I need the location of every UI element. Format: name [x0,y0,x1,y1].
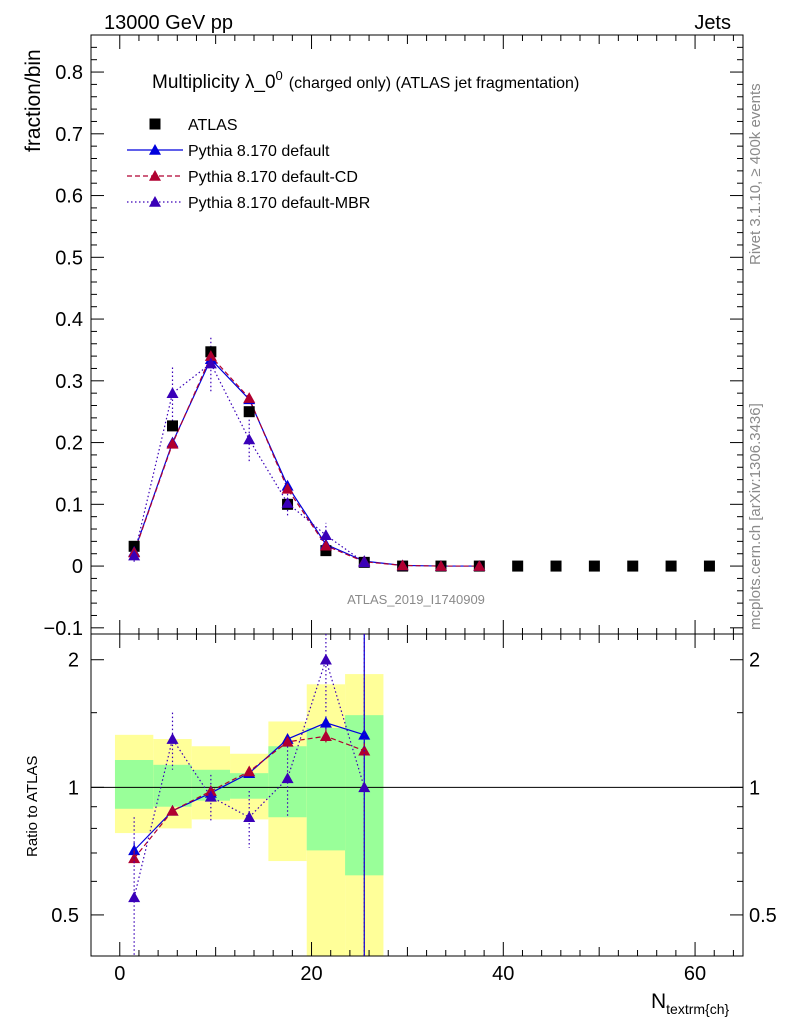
mc-point-2 [204,350,217,361]
x-tick-label: 40 [492,963,514,985]
ratio-panel: 0 20 40 60 0.5 0.5 1 1 2 2 [51,633,777,985]
ratio-ylabel: Ratio to ATLAS [24,756,41,857]
data-point-atlas [512,560,524,572]
ratio-frame [90,633,744,957]
plot-title-subtitle: (charged only) (ATLAS jet fragmentation) [289,75,580,92]
mc-point-3 [243,433,256,445]
ratio-point-2 [243,811,256,823]
y-tick-label: 0 [72,556,83,578]
data-point-atlas [320,545,332,557]
data-point-atlas [588,560,600,572]
y-tick-label: 0.4 [55,309,83,331]
header-left: 13000 GeV pp [104,12,233,34]
mc-point-3 [166,387,179,398]
ratio-point-1 [204,785,217,796]
ratio-y-tick-label: 0.5 [749,905,777,927]
legend-marker [149,196,161,207]
ratio-y-tick-label: 2 [68,650,79,672]
x-tick-label: 0 [114,963,125,985]
uncertainty-band-inner [114,760,154,809]
uncertainty-band-inner [306,728,346,851]
data-point-atlas [243,406,255,418]
ratio-point-2 [281,772,294,784]
plot-title-superscript: 0 [276,68,283,83]
ratio-point-2 [358,781,371,793]
rivet-label: Rivet 3.1.10, ≥ 400k events [747,83,764,265]
ratio-point-2 [204,790,217,802]
ratio-point-2 [166,733,179,744]
mc-point-2 [166,437,179,449]
plot-title-main: Multiplicity λ_0 [152,72,276,93]
y-tick-label: 0.7 [55,124,83,146]
ratio-point-2 [319,653,332,665]
x-axis-label-main: N [651,990,666,1013]
mc-point-2 [319,539,332,551]
legend-marker [149,144,161,155]
mc-point-3 [128,549,141,561]
mc-point-3 [358,556,371,568]
x-tick-label: 60 [684,963,706,985]
ratio-point-2 [128,891,141,903]
ratio-y-tick-label: 2 [749,650,760,672]
ratio-y-tick-label: 1 [749,777,760,799]
ratio-point-1 [243,765,256,777]
header-right: Jets [694,12,731,34]
legend-label: Pythia 8.170 default-MBR [188,195,370,212]
ratio-y-tick-label: 0.5 [51,905,79,927]
data-point-atlas [703,560,715,572]
mcplots-label: mcplots.cern.ch [arXiv:1306.3436] [747,403,764,630]
x-tick-label: 20 [300,963,322,985]
data-point-atlas [167,420,178,432]
series-line-2 [133,355,480,567]
mc-point-2 [473,560,486,571]
mc-point-3 [204,357,217,369]
mc-point-2 [281,482,294,494]
legend-label: Pythia 8.170 default-CD [188,169,358,186]
y-tick-label: −0.1 [44,618,83,640]
y-tick-label: 0.8 [55,62,83,84]
y-tick-label: 0.2 [55,433,83,455]
y-tick-label: 0.6 [55,186,83,208]
uncertainty-band-inner [153,764,192,807]
legend-marker-atlas [149,118,161,130]
series-line-1 [133,358,480,567]
mc-point-2 [434,560,447,571]
plot-title: Multiplicity λ_00 (charged only) (ATLAS j… [152,68,579,93]
y-tick-label: 0.1 [55,494,83,516]
ratio-point-1 [281,735,294,747]
data-point-atlas [550,560,562,572]
mc-point-3 [281,497,294,508]
y-tick-label: 0.3 [55,371,83,393]
main-ylabel: fraction/bin [22,49,45,152]
main-panel: −0.1 0 0.1 0.2 0.3 0.4 0.5 0.6 0.7 0.8 ATLAS Pythia… [44,34,744,640]
data-point-atlas [627,560,639,572]
mc-point-2 [396,559,409,571]
mc-point-2 [243,392,256,403]
x-axis-label-subscript: textrm{ch} [666,1001,729,1017]
ratio-point-0 [319,716,332,728]
legend-marker [149,170,161,181]
x-axis-label: Ntextrm{ch} [651,990,730,1017]
legend-label: ATLAS [188,117,238,134]
ratio-point-1 [319,730,332,742]
legend-label: Pythia 8.170 default [188,143,330,160]
ratio-point-1 [166,804,179,816]
data-point-atlas [665,560,677,572]
ratio-y-tick-label: 1 [68,777,79,799]
mc-point-3 [319,529,332,540]
y-tick-label: 0.5 [55,247,83,269]
watermark: ATLAS_2019_I1740909 [347,592,485,607]
